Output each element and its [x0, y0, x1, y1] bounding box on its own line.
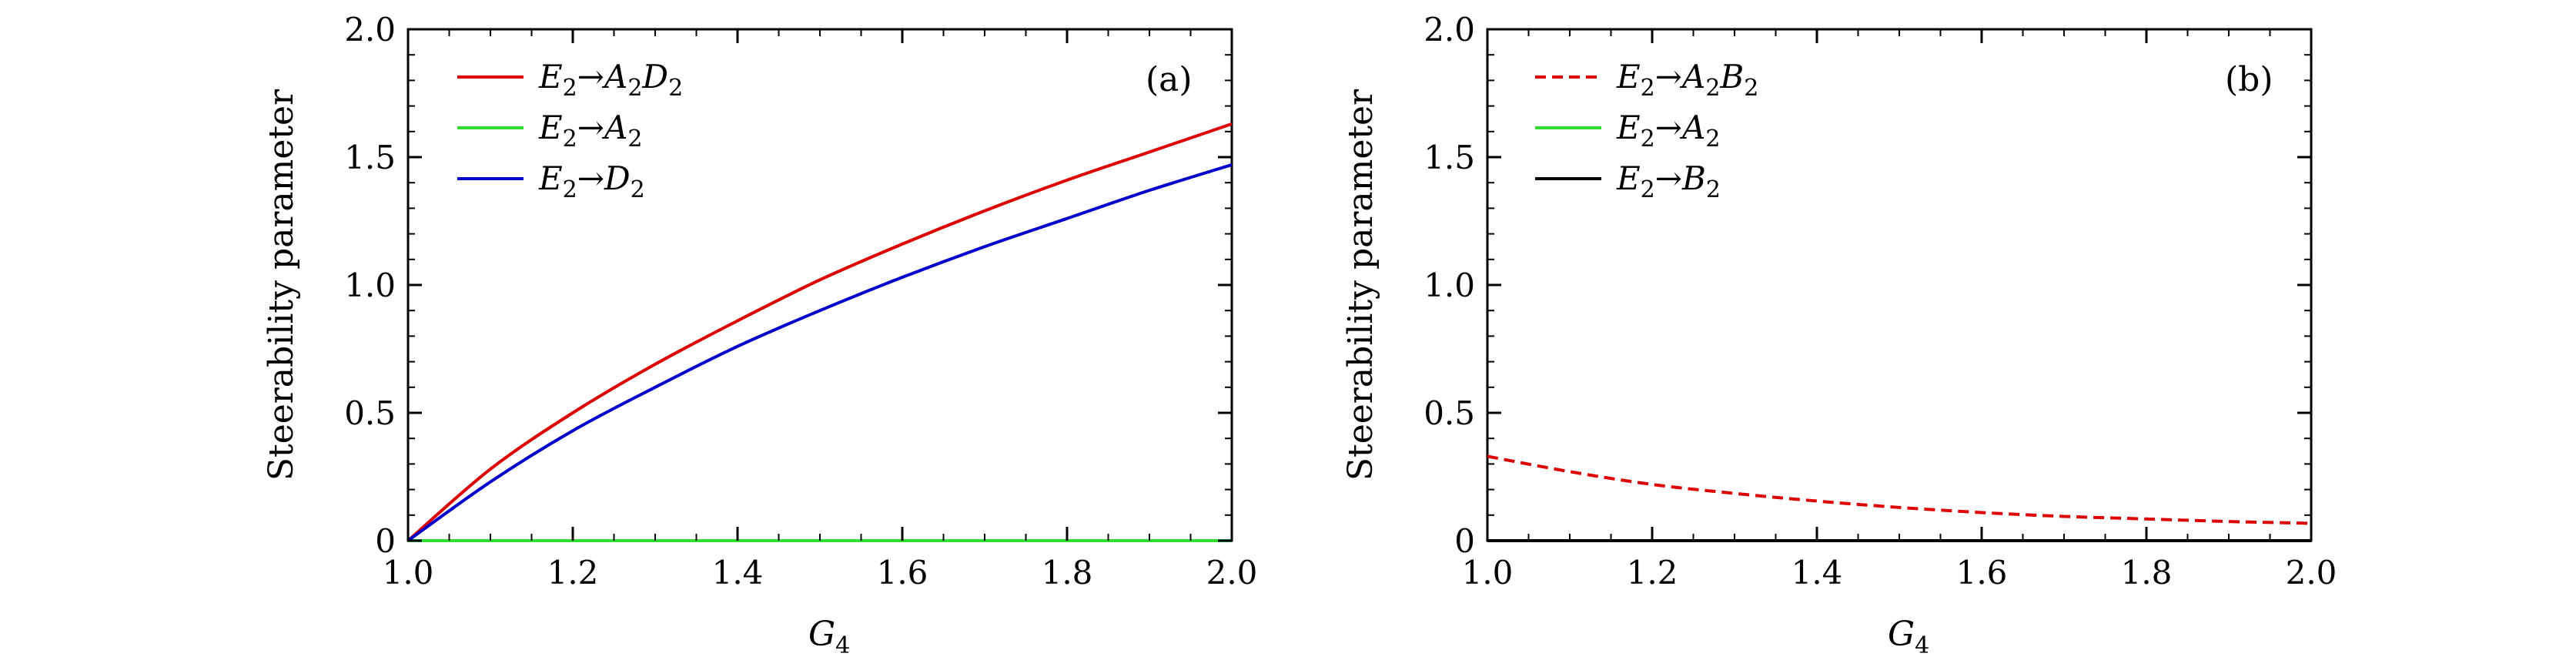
legend: E2→A2B2 E2→A2 E2→B2 — [1535, 58, 1758, 203]
y-tick-label: 0 — [1454, 522, 1475, 560]
x-tick-label: 2.0 — [1206, 554, 1258, 592]
y-tick-label: 1.5 — [1423, 139, 1475, 176]
x-tick-label: 1.4 — [712, 554, 764, 592]
y-tick-label: 1.0 — [344, 266, 396, 304]
y-tick-label: 2.0 — [344, 11, 396, 49]
panel-a: 1.0 1.2 1.4 1.6 1.8 2.0 0 0.5 1.0 1.5 2.0 (a) Stee… — [262, 11, 1257, 659]
x-tick-label: 1.6 — [1956, 554, 2008, 592]
legend-entry: E2→B2 — [1535, 159, 1721, 203]
panel-label: (b) — [2225, 60, 2273, 99]
x-tick-label: 1.0 — [1462, 554, 1514, 592]
legend-entry: E2→A2 — [457, 109, 642, 153]
x-axis-label-main: G — [808, 615, 835, 654]
y-tick-label: 0 — [375, 522, 396, 560]
panel-label: (a) — [1146, 60, 1193, 99]
panel-b: 1.0 1.2 1.4 1.6 1.8 2.0 0 0.5 1.0 1.5 2.0 (b) Stee… — [1341, 11, 2337, 659]
legend-label: E2→A2B2 — [1616, 58, 1758, 102]
x-tick-label: 1.4 — [1791, 554, 1843, 592]
y-tick-label: 1.5 — [344, 139, 396, 176]
x-axis-label: G4 — [808, 615, 850, 659]
series-line — [1487, 454, 2312, 525]
legend-label: E2→D2 — [538, 159, 645, 203]
series-line — [406, 122, 1233, 542]
legend-label: E2→A2 — [1616, 109, 1720, 153]
y-tick-label: 0.5 — [344, 394, 396, 432]
tick-layer: 1.0 1.2 1.4 1.6 1.8 2.0 0 0.5 1.0 1.5 2.0 — [1423, 11, 2337, 592]
legend-entry: E2→A2B2 — [1535, 58, 1758, 102]
y-axis-label: Steerability parameter — [262, 89, 301, 481]
series-line — [406, 163, 1233, 542]
x-tick-label: 1.8 — [1042, 554, 1093, 592]
x-axis-label-sub: 4 — [1915, 632, 1929, 659]
x-tick-label: 2.0 — [2286, 554, 2337, 592]
legend-label: E2→A2 — [538, 109, 642, 153]
x-tick-label: 1.2 — [547, 554, 599, 592]
x-axis-label: G4 — [1888, 615, 1929, 659]
x-axis-label-main: G — [1888, 615, 1915, 654]
x-axis-label-sub: 4 — [835, 632, 850, 659]
legend-entry: E2→D2 — [457, 159, 645, 203]
y-tick-label: 1.0 — [1423, 266, 1475, 304]
x-tick-label: 1.8 — [2121, 554, 2173, 592]
y-tick-label: 2.0 — [1423, 11, 1475, 49]
y-axis-label: Steerability parameter — [1341, 89, 1380, 481]
legend-entry: E2→A2 — [1535, 109, 1720, 153]
legend-label: E2→B2 — [1616, 159, 1721, 203]
x-tick-label: 1.6 — [877, 554, 928, 592]
legend-entry: E2→A2D2 — [457, 58, 683, 102]
y-tick-label: 0.5 — [1423, 394, 1475, 432]
x-tick-label: 1.2 — [1627, 554, 1678, 592]
legend-label: E2→A2D2 — [538, 58, 683, 102]
x-tick-label: 1.0 — [383, 554, 434, 592]
legend: E2→A2D2 E2→A2 E2→D2 — [457, 58, 683, 203]
tick-layer: 1.0 1.2 1.4 1.6 1.8 2.0 0 0.5 1.0 1.5 2.0 — [344, 11, 1257, 592]
